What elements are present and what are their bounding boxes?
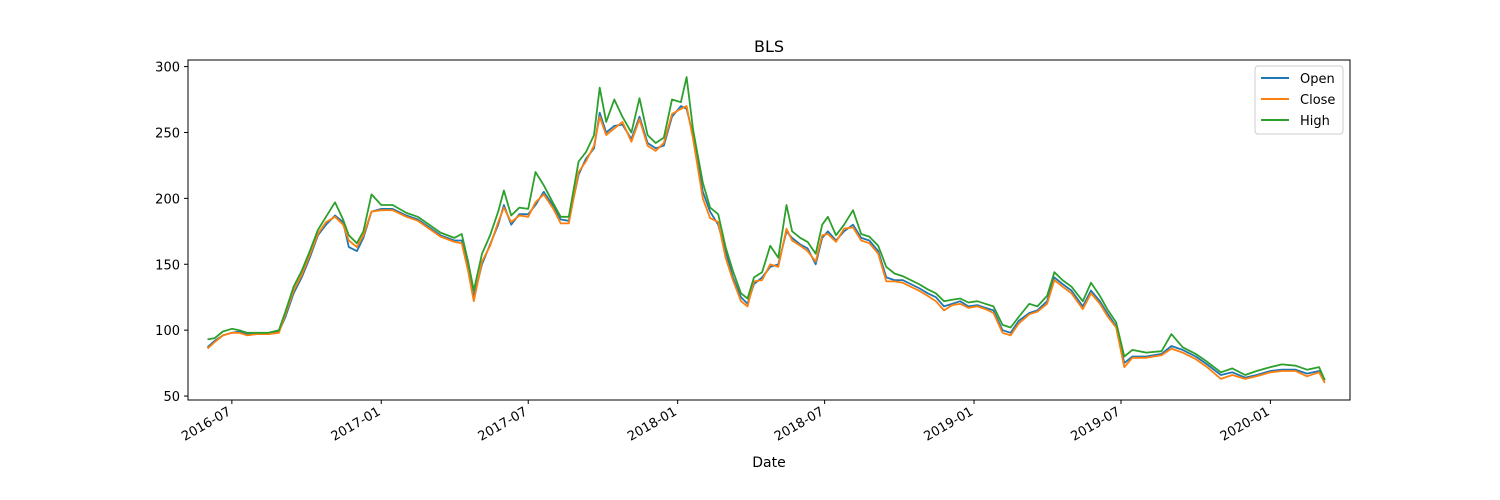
y-tick-label: 300	[155, 61, 180, 76]
y-tick-label: 250	[155, 126, 180, 141]
plot-frame	[187, 59, 1351, 401]
y-axis: 50 100 150 200 250 300	[155, 61, 188, 405]
series-line-high	[207, 76, 1326, 381]
legend: Open Close High	[1254, 65, 1344, 135]
legend-label-open: Open	[1300, 72, 1335, 87]
series-line-open	[206, 105, 1326, 381]
legend-box	[1254, 65, 1344, 135]
y-tick-label: 150	[155, 258, 180, 273]
series-layer	[206, 76, 1326, 384]
x-axis-label: Date	[752, 455, 785, 471]
y-tick-label: 50	[163, 390, 180, 405]
y-tick-label: 200	[155, 192, 180, 207]
series-line-close	[206, 105, 1326, 384]
chart-title: BLS	[754, 37, 784, 56]
legend-label-high: High	[1300, 114, 1330, 129]
y-tick-label: 100	[155, 324, 180, 339]
legend-label-close: Close	[1300, 93, 1335, 108]
